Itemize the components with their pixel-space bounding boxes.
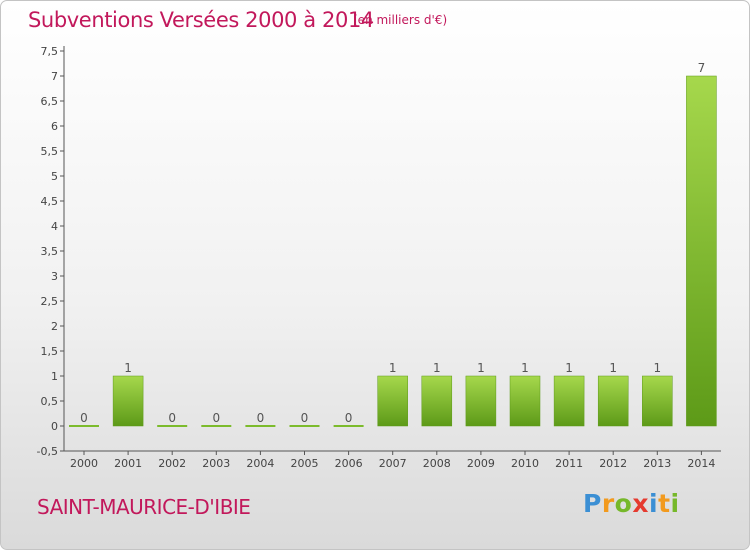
bar xyxy=(112,375,144,427)
bar-value-label: 0 xyxy=(212,411,220,425)
y-tick-label: 4,5 xyxy=(41,195,59,208)
logo-letter: i xyxy=(649,489,659,518)
x-tick-label: 2000 xyxy=(70,457,98,470)
x-tick-label: 2013 xyxy=(643,457,671,470)
x-tick-label: 2014 xyxy=(687,457,715,470)
bar xyxy=(377,375,408,427)
bar xyxy=(289,425,320,427)
y-tick-label: 1,5 xyxy=(41,345,59,358)
place-name: SAINT-MAURICE-D'IBIE xyxy=(37,495,251,519)
bar-value-label: 1 xyxy=(521,361,529,375)
y-tick-label: 0,5 xyxy=(41,395,59,408)
x-tick-label: 2002 xyxy=(158,457,186,470)
x-tick-label: 2009 xyxy=(467,457,495,470)
bar xyxy=(465,375,497,427)
bar-value-label: 0 xyxy=(345,411,353,425)
x-tick-label: 2011 xyxy=(555,457,583,470)
bar-value-label: 1 xyxy=(124,361,132,375)
y-tick-label: 3 xyxy=(51,270,58,283)
bar xyxy=(509,375,541,427)
x-tick-label: 2005 xyxy=(291,457,319,470)
x-tick-label: 2004 xyxy=(246,457,274,470)
y-tick-label: 7,5 xyxy=(41,45,59,58)
bar-value-label: 7 xyxy=(698,61,706,75)
bar xyxy=(245,425,276,427)
x-tick-label: 2001 xyxy=(114,457,142,470)
logo-letter: o xyxy=(614,489,633,518)
bar-value-label: 1 xyxy=(565,361,573,375)
y-tick-label: 0 xyxy=(51,420,58,433)
chart-title: Subventions Versées 2000 à 2014 xyxy=(28,8,374,32)
y-tick-label: -0,5 xyxy=(37,445,58,458)
bar xyxy=(201,425,232,427)
logo-letter: t xyxy=(658,489,671,518)
bar-value-label: 0 xyxy=(301,411,309,425)
bar xyxy=(69,425,99,427)
bar xyxy=(553,375,585,427)
chart-subtitle: (en milliers d'€) xyxy=(353,13,448,27)
x-tick-label: 2010 xyxy=(511,457,539,470)
bar-value-label: 1 xyxy=(433,361,441,375)
proxiti-logo[interactable]: Proxiti xyxy=(583,489,680,518)
bar xyxy=(686,75,717,427)
bar xyxy=(421,375,453,427)
y-tick-label: 2,5 xyxy=(41,295,59,308)
y-tick-label: 2 xyxy=(51,320,58,333)
y-tick-label: 4 xyxy=(51,220,58,233)
x-tick-label: 2008 xyxy=(423,457,451,470)
logo-letter: r xyxy=(601,489,615,518)
bar xyxy=(333,425,364,427)
y-tick-label: 3,5 xyxy=(41,245,59,258)
y-tick-label: 5,5 xyxy=(41,145,59,158)
bar-value-label: 0 xyxy=(168,411,176,425)
bar-value-label: 0 xyxy=(257,411,265,425)
bar-value-label: 1 xyxy=(389,361,397,375)
y-tick-label: 5 xyxy=(51,170,58,183)
bar-value-label: 0 xyxy=(80,411,88,425)
y-tick-label: 6,5 xyxy=(41,95,59,108)
bar xyxy=(157,425,188,427)
bar-value-label: 1 xyxy=(609,361,617,375)
bar xyxy=(597,375,629,427)
logo-letter: i xyxy=(670,489,680,518)
y-tick-label: 6 xyxy=(51,120,58,133)
y-tick-label: 1 xyxy=(51,370,58,383)
bar-value-label: 1 xyxy=(653,361,661,375)
bar xyxy=(642,375,673,427)
x-tick-label: 2003 xyxy=(202,457,230,470)
x-tick-label: 2006 xyxy=(335,457,363,470)
logo-letter: P xyxy=(583,489,602,518)
y-tick-label: 7 xyxy=(51,70,58,83)
bar-value-label: 1 xyxy=(477,361,485,375)
x-tick-label: 2012 xyxy=(599,457,627,470)
logo-letter: x xyxy=(632,489,649,518)
x-tick-label: 2007 xyxy=(379,457,407,470)
